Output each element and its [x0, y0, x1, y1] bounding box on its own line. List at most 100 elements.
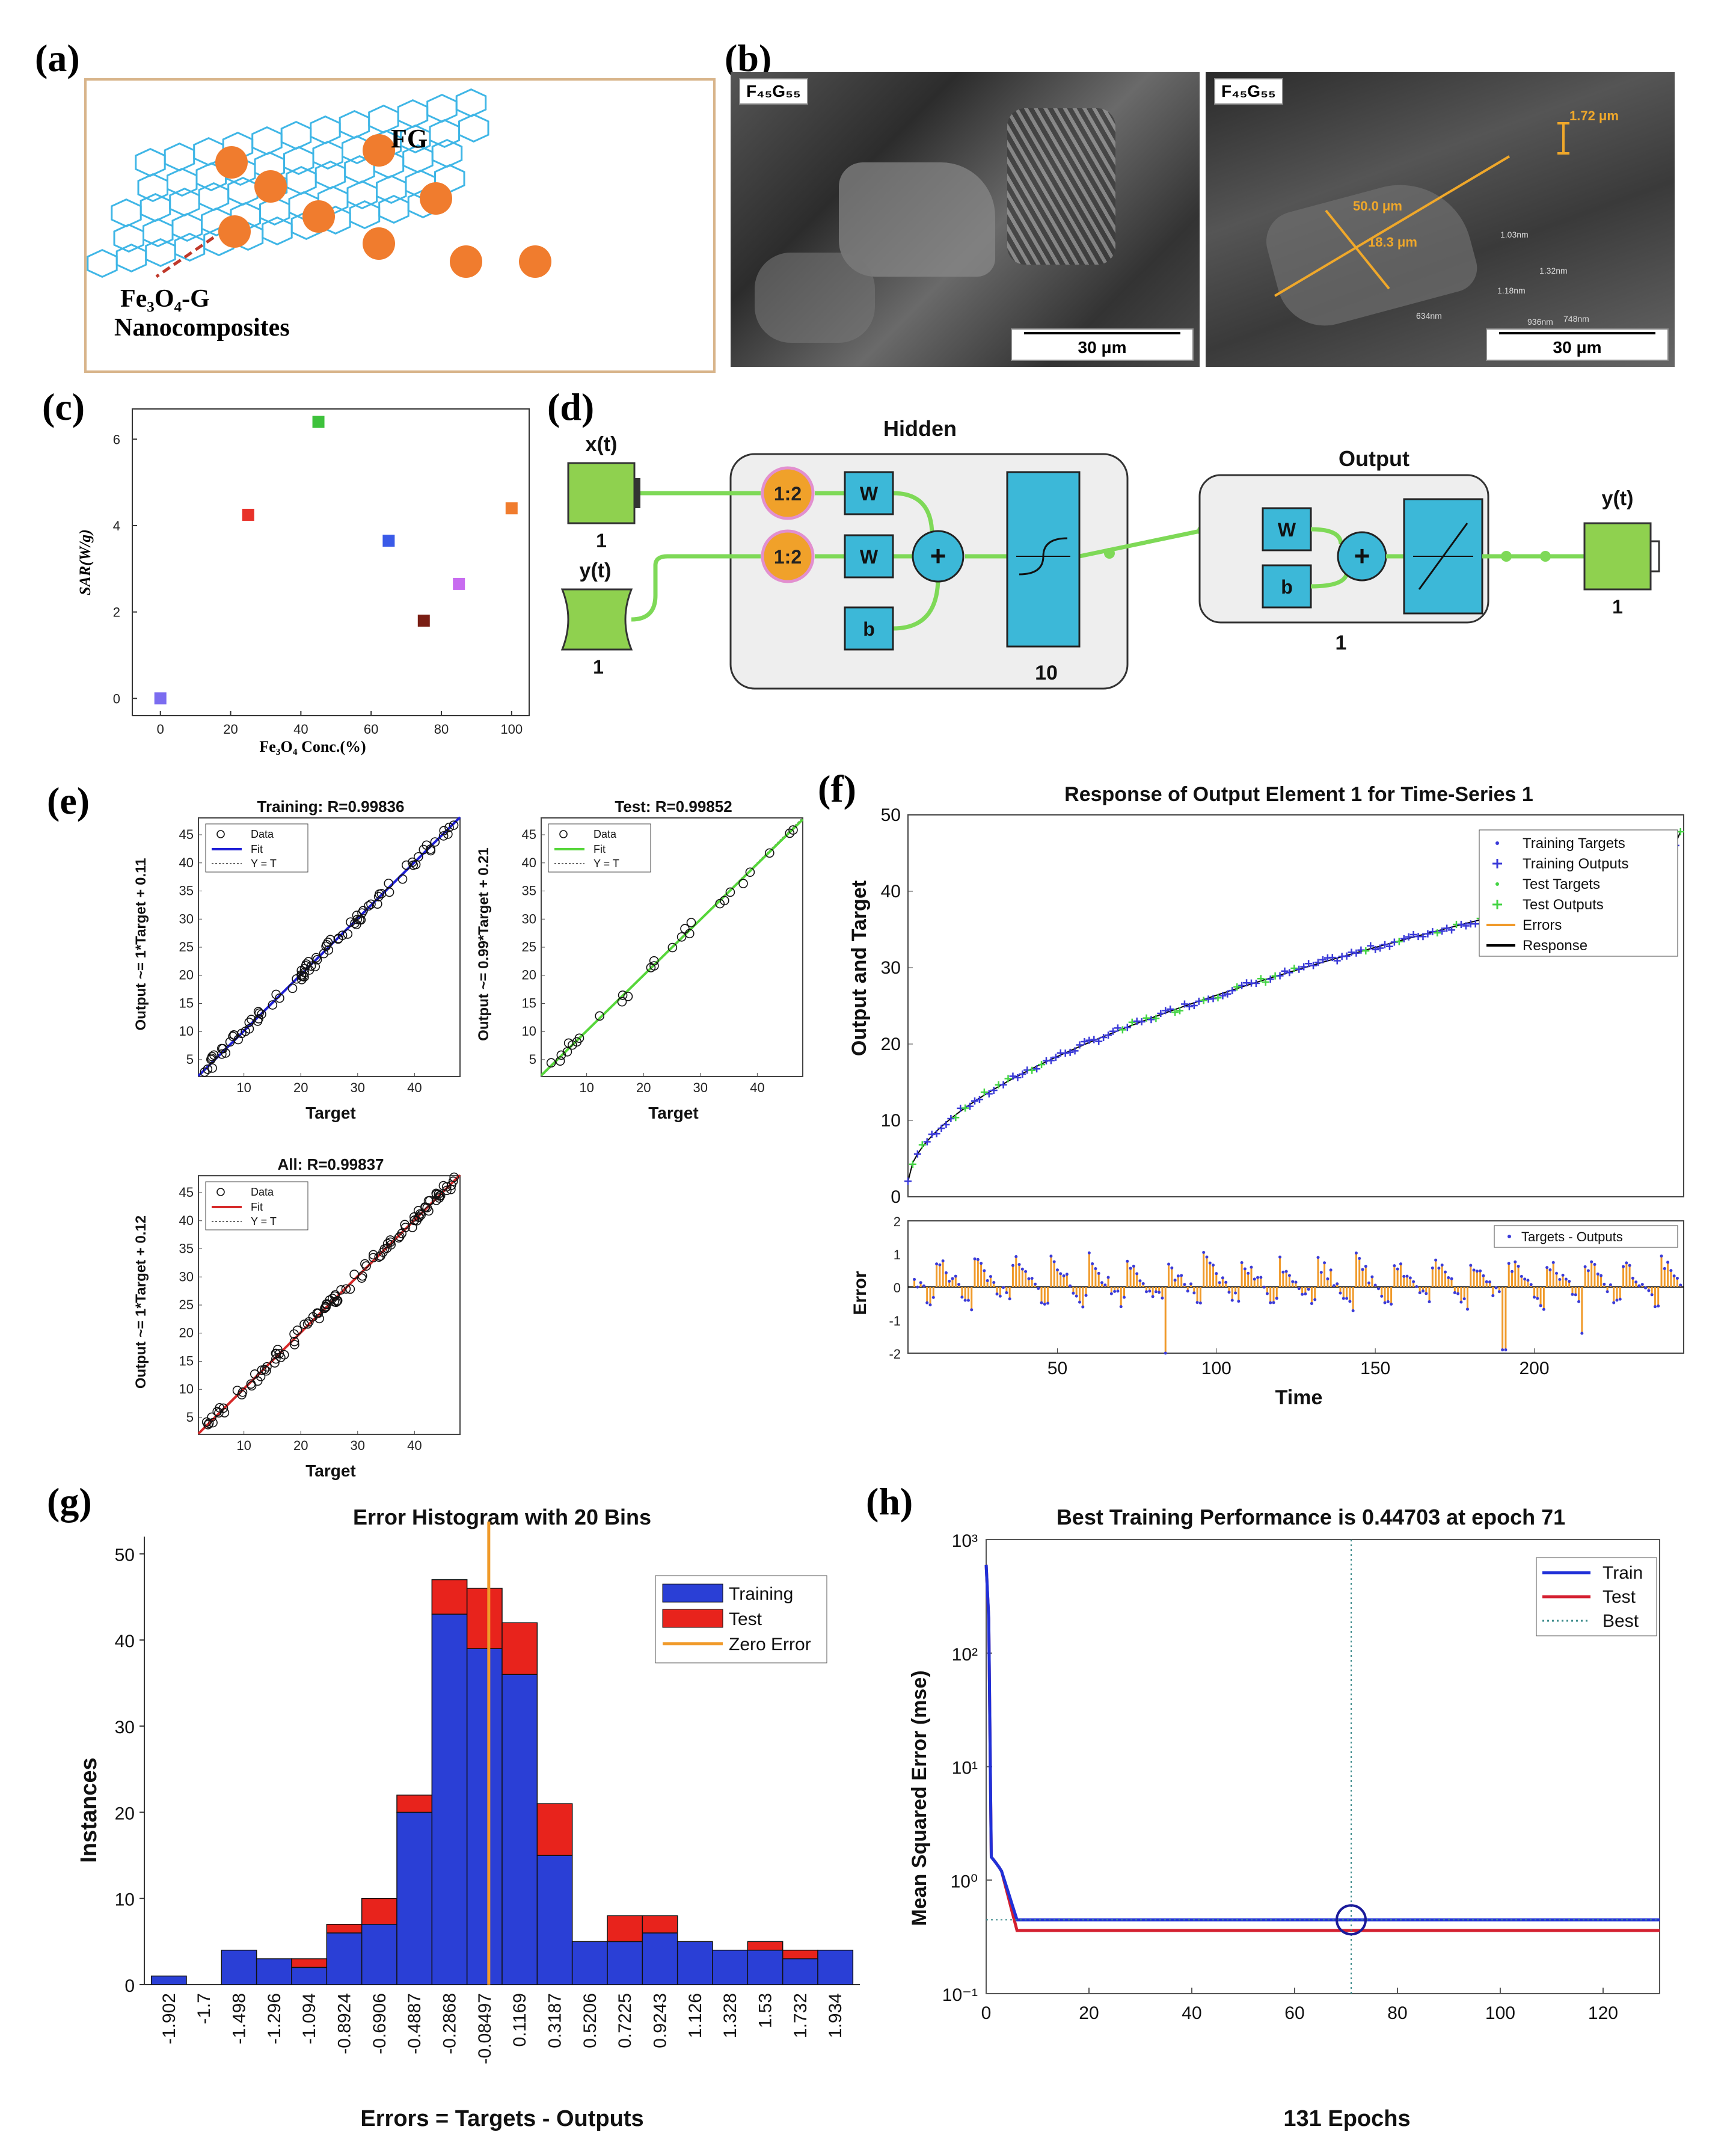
error-point-f-171: [1440, 1264, 1444, 1267]
x-tick-label-c: 80: [434, 722, 449, 737]
error-point-f-123: [1287, 1274, 1291, 1277]
legend-label-data-e3: Data: [251, 1186, 274, 1198]
data-point-e3-72: [271, 1349, 281, 1359]
y-tick-label-e3: 35: [179, 1241, 194, 1256]
data-point-e3-46: [232, 1386, 242, 1395]
output-marker-f-86: [1314, 959, 1322, 966]
chart-title-g: Error Histogram with 20 Bins: [353, 1505, 651, 1529]
error-point-f-138: [1336, 1282, 1339, 1286]
bar-training-7: [396, 1811, 433, 1985]
data-point-e3-69: [238, 1387, 248, 1397]
fe3o4-particle-1: [254, 170, 287, 203]
output-marker-f-69: [1233, 983, 1241, 991]
error-point-f-188: [1494, 1286, 1498, 1289]
x-tick-label-e3: 10: [236, 1438, 251, 1453]
error-point-f-95: [1198, 1301, 1202, 1305]
error-point-f-137: [1332, 1284, 1336, 1288]
y-tick-label-e1: 30: [179, 911, 194, 926]
error-point-f-181: [1472, 1268, 1476, 1272]
output-marker-f-45: [1118, 1026, 1126, 1034]
data-point-e2-9: [684, 929, 695, 939]
bias-label-output: b: [1281, 576, 1293, 598]
error-point-f-219: [1593, 1262, 1596, 1266]
output-marker-f-113: [1443, 924, 1451, 932]
legend-label-data-e1: Data: [251, 828, 274, 840]
delay-node-y: [761, 529, 815, 583]
error-point-f-179: [1465, 1307, 1469, 1311]
x-tick-label-e1: 10: [236, 1080, 251, 1095]
y-tick-label-h: 10¹: [952, 1759, 978, 1778]
data-point-e1-26: [402, 860, 411, 870]
output-marker-f-1: [909, 1160, 916, 1168]
bar-training-4: [291, 1967, 328, 1985]
data-point-c-5: [453, 577, 465, 590]
output-marker-f-18: [990, 1087, 998, 1095]
data-point-e3-75: [386, 1240, 396, 1250]
sem-image-left: F₄₅G₅₅ 30 μm: [731, 72, 1200, 367]
data-point-e3-100: [302, 1319, 313, 1329]
output-marker-f-110: [1429, 928, 1437, 936]
y-input-label: y(t): [580, 559, 612, 582]
output-marker-f-14: [971, 1097, 979, 1105]
x-tick-label-e3: 30: [351, 1438, 365, 1453]
error-point-f-170: [1437, 1267, 1441, 1270]
data-point-e3-95: [203, 1420, 213, 1430]
error-point-f-10: [928, 1303, 932, 1307]
output-marker-f-82: [1295, 965, 1303, 973]
bar-test-18: [782, 1949, 818, 1959]
error-point-f-56: [1075, 1294, 1078, 1298]
bar-training-12: [571, 1941, 608, 1985]
error-point-f-9: [925, 1301, 929, 1304]
error-point-f-242: [1666, 1261, 1670, 1264]
data-point-e1-84: [408, 857, 417, 867]
data-point-e1-49: [310, 962, 321, 972]
data-point-e3-47: [357, 1273, 367, 1283]
data-point-e1-78: [346, 917, 355, 927]
error-point-f-246: [1679, 1283, 1682, 1287]
error-point-f-8: [922, 1284, 925, 1288]
error-point-f-213: [1574, 1293, 1577, 1297]
error-point-f-177: [1459, 1300, 1463, 1304]
error-point-f-149: [1370, 1275, 1374, 1279]
weight-label-output: W: [1278, 519, 1296, 541]
data-point-e3-65: [431, 1188, 441, 1199]
data-point-e1-85: [200, 1067, 209, 1077]
y-tick-label-e3: 10: [179, 1381, 194, 1396]
data-point-e1-88: [356, 915, 366, 925]
data-point-e2-26: [649, 961, 659, 971]
error-point-f-192: [1507, 1262, 1511, 1265]
legend-marker-data-e1: [216, 830, 225, 838]
bar-test-9: [466, 1588, 503, 1649]
data-point-e2-17: [738, 879, 748, 888]
data-point-e3-73: [361, 1261, 371, 1271]
y-tick-label-f2: 1: [894, 1247, 901, 1262]
x-tick-label-h: 60: [1284, 2003, 1304, 2023]
error-point-f-198: [1526, 1279, 1530, 1282]
data-point-e2-25: [562, 1047, 572, 1057]
error-point-f-221: [1600, 1274, 1603, 1277]
y-output-connector: [1649, 540, 1660, 573]
y-tick-label-e1: 40: [179, 855, 194, 870]
data-point-e1-24: [373, 899, 382, 909]
x-tick-label-g: -0.08497: [475, 1993, 495, 2064]
error-point-f-148: [1367, 1281, 1371, 1285]
error-point-f-7: [919, 1281, 922, 1285]
data-point-e1-48: [397, 874, 408, 884]
error-point-f-29: [989, 1275, 992, 1279]
error-point-f-166: [1425, 1292, 1428, 1295]
chart-c-sar: 0 20 40 60 80 100 0 2 4 6 SAR(W/g) Fe₃O₄ Conc.(%): [76, 408, 530, 755]
x-tick-label-g: 1.934: [826, 1993, 845, 2038]
y-tick-label-c: 4: [113, 518, 120, 533]
data-point-e3-60: [290, 1340, 299, 1350]
error-point-f-99: [1212, 1264, 1215, 1267]
output-marker-f-108: [1419, 933, 1427, 941]
data-point-e3-76: [253, 1376, 263, 1386]
x-tick-label-e1: 20: [293, 1080, 308, 1095]
x-input-label: x(t): [586, 433, 618, 456]
x-tick-label-h: 120: [1588, 2003, 1618, 2023]
x-axis-title-e2: Target: [648, 1104, 699, 1122]
error-point-f-110: [1247, 1271, 1250, 1275]
error-point-f-52: [1062, 1274, 1066, 1277]
legend-box-f2: [1494, 1225, 1678, 1248]
legend-marker-f2: [1507, 1235, 1511, 1238]
